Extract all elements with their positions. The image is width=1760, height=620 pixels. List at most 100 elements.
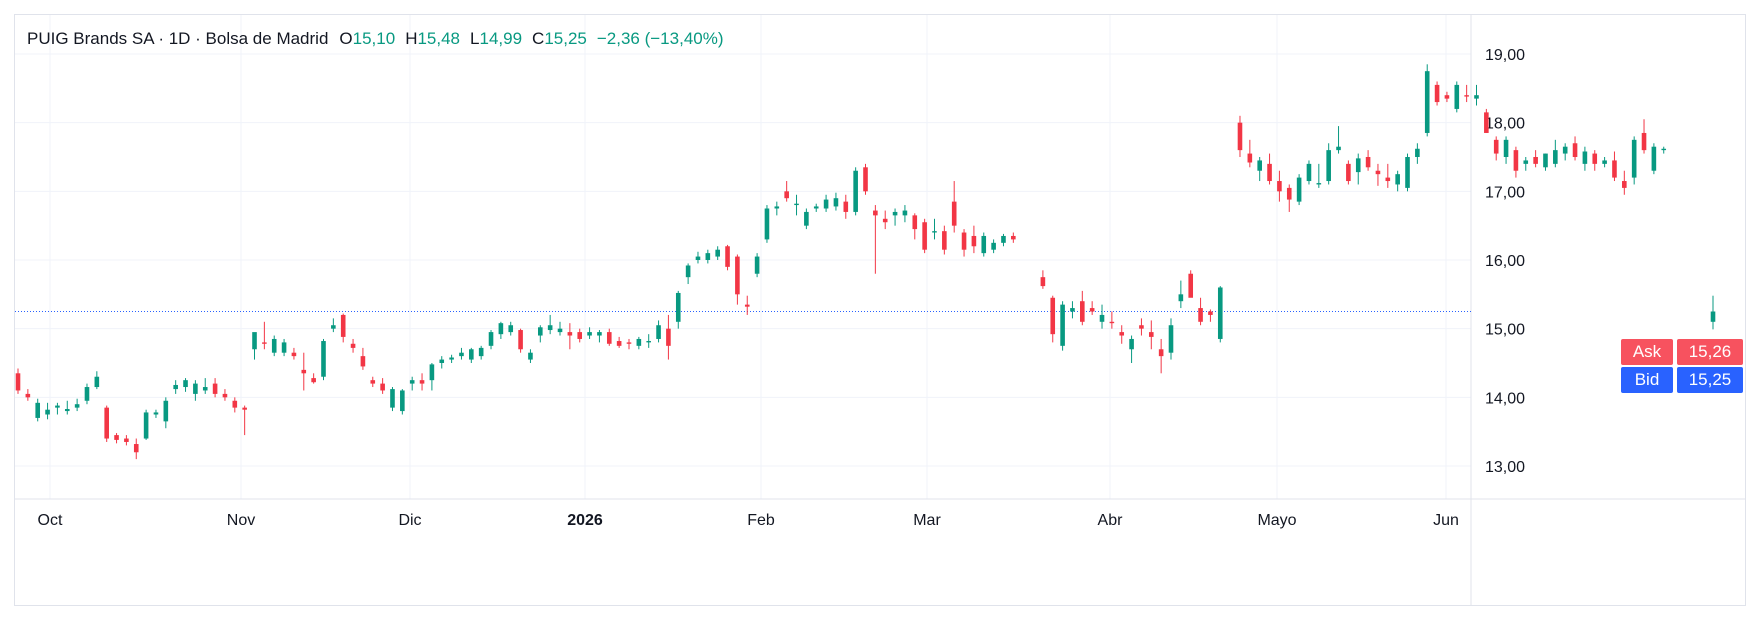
candle[interactable] bbox=[498, 321, 504, 339]
candle[interactable] bbox=[429, 362, 435, 391]
candle[interactable] bbox=[932, 218, 937, 240]
candle[interactable] bbox=[133, 438, 139, 460]
candle[interactable] bbox=[518, 328, 523, 353]
candle[interactable] bbox=[804, 208, 809, 230]
candle[interactable] bbox=[1612, 151, 1617, 182]
candle[interactable] bbox=[1346, 160, 1351, 185]
candle[interactable] bbox=[1316, 163, 1322, 188]
candle[interactable] bbox=[390, 387, 395, 412]
candle[interactable] bbox=[55, 402, 60, 415]
candle[interactable] bbox=[537, 325, 543, 343]
candle[interactable] bbox=[1484, 108, 1489, 133]
candle[interactable] bbox=[15, 368, 21, 394]
candle[interactable] bbox=[202, 378, 208, 394]
candle[interactable] bbox=[1365, 150, 1371, 171]
candle[interactable] bbox=[646, 334, 652, 348]
candle[interactable] bbox=[1641, 119, 1647, 154]
candle[interactable] bbox=[74, 398, 80, 412]
candle[interactable] bbox=[813, 203, 819, 212]
candle[interactable] bbox=[675, 290, 681, 329]
candle[interactable] bbox=[922, 218, 927, 254]
candle[interactable] bbox=[557, 321, 563, 336]
candle[interactable] bbox=[774, 201, 780, 216]
candle[interactable] bbox=[685, 263, 691, 285]
candle[interactable] bbox=[1543, 153, 1548, 171]
candle[interactable] bbox=[469, 347, 474, 363]
candle[interactable] bbox=[1296, 174, 1302, 206]
candle[interactable] bbox=[1464, 84, 1469, 103]
candle[interactable] bbox=[666, 314, 671, 360]
candle[interactable] bbox=[823, 194, 829, 212]
candle[interactable] bbox=[853, 167, 858, 216]
candle[interactable] bbox=[439, 356, 445, 369]
candle[interactable] bbox=[222, 389, 228, 401]
candle[interactable] bbox=[1011, 232, 1016, 243]
candle[interactable] bbox=[1168, 318, 1174, 360]
candle[interactable] bbox=[64, 400, 70, 415]
candle[interactable] bbox=[262, 321, 267, 350]
candle[interactable] bbox=[1592, 150, 1598, 171]
candle[interactable] bbox=[1178, 280, 1184, 309]
candle[interactable] bbox=[1651, 143, 1657, 175]
candle[interactable] bbox=[744, 295, 750, 315]
candle[interactable] bbox=[232, 397, 238, 413]
candle[interactable] bbox=[212, 378, 218, 398]
candle[interactable] bbox=[1060, 301, 1065, 351]
candle[interactable] bbox=[1198, 297, 1203, 326]
candle[interactable] bbox=[193, 380, 198, 401]
candle[interactable] bbox=[1336, 126, 1341, 154]
candle[interactable] bbox=[1001, 233, 1006, 247]
candle[interactable] bbox=[350, 338, 356, 353]
candle[interactable] bbox=[626, 338, 632, 350]
candle[interactable] bbox=[1572, 136, 1578, 161]
candle[interactable] bbox=[971, 225, 977, 254]
candle[interactable] bbox=[784, 181, 789, 202]
candle[interactable] bbox=[311, 373, 316, 384]
candle[interactable] bbox=[1277, 170, 1282, 202]
candle[interactable] bbox=[1582, 146, 1588, 171]
candle[interactable] bbox=[981, 232, 987, 257]
candle[interactable] bbox=[143, 409, 149, 440]
candle[interactable] bbox=[794, 194, 799, 216]
candle[interactable] bbox=[252, 332, 257, 360]
candle[interactable] bbox=[488, 330, 494, 350]
candle[interactable] bbox=[242, 405, 247, 436]
candle[interactable] bbox=[863, 163, 868, 195]
candle[interactable] bbox=[1050, 295, 1056, 343]
symbol-title[interactable]: PUIG Brands SA · 1D · Bolsa de Madrid bbox=[27, 29, 329, 48]
candle[interactable] bbox=[124, 435, 129, 446]
candle[interactable] bbox=[35, 398, 41, 422]
candle[interactable] bbox=[153, 409, 159, 418]
candle[interactable] bbox=[882, 210, 888, 230]
candle[interactable] bbox=[301, 352, 307, 391]
candle[interactable] bbox=[1523, 156, 1529, 171]
candle[interactable] bbox=[577, 328, 583, 343]
candle[interactable] bbox=[1099, 304, 1105, 329]
candle[interactable] bbox=[528, 349, 533, 363]
candle[interactable] bbox=[419, 373, 425, 391]
candle[interactable] bbox=[873, 205, 878, 274]
candle[interactable] bbox=[1444, 91, 1450, 103]
candle[interactable] bbox=[1415, 143, 1420, 164]
candle[interactable] bbox=[1129, 335, 1134, 363]
candle[interactable] bbox=[1533, 150, 1538, 168]
candle[interactable] bbox=[1562, 143, 1568, 161]
candle[interactable] bbox=[94, 371, 100, 390]
candle[interactable] bbox=[1661, 146, 1667, 154]
candle[interactable] bbox=[508, 321, 514, 336]
candle[interactable] bbox=[1622, 170, 1627, 195]
candle[interactable] bbox=[380, 378, 385, 394]
candle[interactable] bbox=[1434, 81, 1440, 106]
candle[interactable] bbox=[281, 338, 287, 357]
candle[interactable] bbox=[1158, 338, 1164, 374]
candle[interactable] bbox=[1602, 156, 1607, 168]
candle[interactable] bbox=[1188, 270, 1194, 298]
candle[interactable] bbox=[1553, 139, 1558, 168]
candle[interactable] bbox=[163, 397, 169, 429]
candle[interactable] bbox=[912, 213, 918, 240]
candle[interactable] bbox=[1710, 295, 1716, 330]
candle[interactable] bbox=[1454, 81, 1460, 113]
candle[interactable] bbox=[321, 338, 326, 381]
candle[interactable] bbox=[616, 336, 622, 348]
candle[interactable] bbox=[754, 253, 760, 278]
